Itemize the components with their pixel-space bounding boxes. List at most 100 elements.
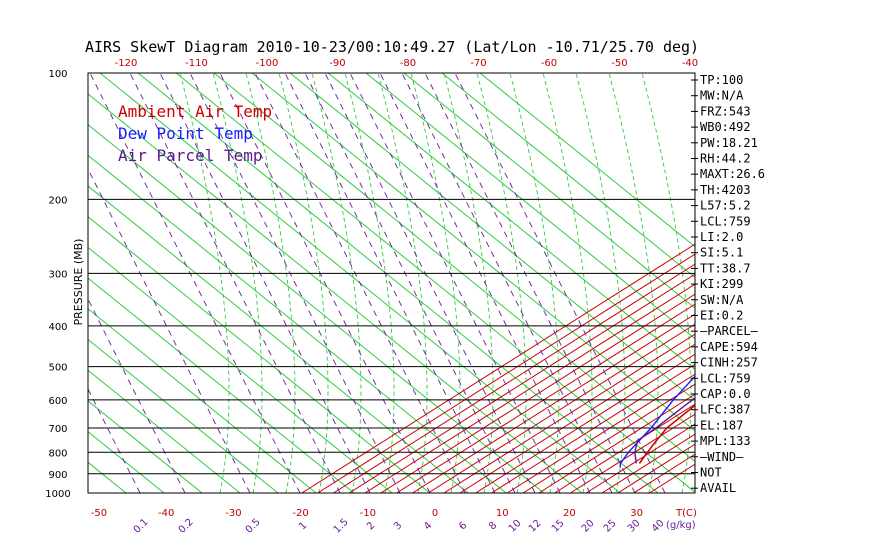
index-entry: TP:100 (700, 73, 743, 87)
moist-adiabat-line (344, 73, 395, 493)
bottom-temp-axis-label: T(C) (675, 508, 697, 519)
index-entry: CAP:0.0 (700, 387, 751, 401)
isotherm-line (475, 353, 695, 493)
mixing-ratio-line (254, 73, 466, 493)
mixing-ratio-line (129, 73, 341, 493)
cape-area (779, 199, 870, 325)
dry-adiabat-line (88, 124, 545, 493)
mixing-ratio-tick-label: 4 (422, 520, 434, 532)
moist-adiabat-line (443, 73, 494, 493)
index-entry: FRZ:543 (700, 104, 751, 118)
dry-adiabat-line (88, 277, 355, 493)
index-entry: EL:187 (700, 418, 743, 432)
top-temp-tick-label: -60 (541, 58, 557, 69)
top-temp-tick-label: -50 (611, 58, 627, 69)
index-entry: MW:N/A (700, 89, 744, 103)
dry-adiabat-line (251, 73, 695, 432)
index-entry: RH:44.2 (700, 152, 751, 166)
plot-frame (87, 72, 696, 494)
mixing-ratio-tick-label: 40 (650, 518, 667, 535)
mixing-ratio-tick-label: 2 (365, 520, 377, 532)
series-group (619, 199, 870, 468)
index-entry: TH:4203 (700, 183, 751, 197)
grid (0, 72, 696, 494)
legend-entry: Ambient Air Temp (118, 102, 272, 121)
y-axis-label: PRESSURE (MB) (72, 239, 85, 326)
top-temp-tick-label: -100 (256, 58, 279, 69)
index-entry: –WIND– (700, 450, 744, 464)
mixing-ratio-line (349, 73, 561, 493)
top-temp-tick-label: -80 (400, 58, 416, 69)
isotherm-line (396, 303, 695, 493)
chart-title: AIRS SkewT Diagram 2010-10-23/00:10:49.2… (85, 38, 699, 56)
index-entry: KI:299 (700, 277, 743, 291)
dry-adiabat-line (88, 308, 317, 493)
moist-adiabat-line (542, 73, 593, 493)
mixing-ratio-tick-label: 1 (297, 520, 309, 532)
mixing-ratio-axis-label: (g/kg) (666, 520, 696, 531)
mixing-ratio-line (424, 73, 636, 493)
mixing-ratio-tick-label: 30 (626, 518, 643, 535)
dry-adiabat-line (289, 73, 695, 401)
isotherm-line (522, 383, 695, 493)
index-entry: NOT (700, 466, 722, 480)
index-entry: SI:5.1 (700, 246, 743, 260)
legend-entry: Dew Point Temp (118, 124, 253, 143)
isotherm-line (538, 393, 695, 493)
dew-point-line (619, 375, 695, 468)
bottom-temp-tick-label: 10 (496, 508, 509, 519)
index-entry: CAPE:594 (700, 340, 758, 354)
dry-adiabat-line (88, 216, 431, 493)
dry-adiabat-line (213, 73, 695, 463)
mixing-ratio-line (284, 73, 496, 493)
index-entry: L57:5.2 (700, 199, 751, 213)
mixing-ratio-line (88, 167, 251, 493)
isotherm-line (649, 463, 695, 493)
moist-adiabat-line (212, 73, 263, 493)
top-temp-tick-label: -120 (115, 58, 138, 69)
bottom-temp-tick-label: -40 (158, 508, 174, 519)
index-entry: MAXT:26.6 (700, 167, 765, 181)
mixing-ratio-tick-label: 3 (392, 520, 404, 532)
moist-adiabat-line (377, 73, 428, 493)
mixing-ratio-tick-label: 12 (527, 518, 544, 535)
mixing-ratio-tick-label: 20 (580, 518, 597, 535)
mixing-ratio-line (379, 73, 591, 493)
mixing-ratio-line (401, 73, 613, 493)
dry-adiabat-line (88, 400, 203, 493)
pressure-tick-label: 300 (48, 269, 67, 280)
parcel-line (634, 396, 695, 464)
mixing-ratio-tick-label: 25 (602, 518, 619, 535)
legend: Ambient Air Temp Dew Point Temp Air Parcel… (118, 102, 272, 165)
index-entry: WB0:492 (700, 120, 751, 134)
index-entry: –PARCEL– (700, 324, 759, 338)
moist-adiabat-line (245, 73, 296, 493)
dry-adiabat-line (479, 73, 695, 248)
mixing-ratio-tick-label: 0.5 (244, 517, 263, 536)
pressure-tick-label: 400 (48, 322, 67, 333)
top-temp-tick-label: -70 (470, 58, 486, 69)
dry-adiabat-line (0, 73, 12, 493)
moist-adiabat-line (278, 73, 329, 493)
isotherm-line (301, 243, 695, 493)
isotherm-line (554, 403, 695, 493)
bottom-temp-tick-label: -50 (91, 508, 107, 519)
pressure-tick-label: 100 (48, 69, 67, 80)
mixing-ratio-line (189, 73, 401, 493)
dry-adiabat-line (327, 73, 695, 371)
isotherm-line (380, 293, 695, 493)
index-entry: LI:2.0 (700, 230, 743, 244)
mixing-ratio-line (89, 73, 301, 493)
moist-adiabat-line (179, 73, 230, 493)
mixing-ratio-line (88, 387, 141, 493)
mixing-ratio-tick-label: 6 (457, 520, 469, 532)
mixing-ratio-line (304, 73, 516, 493)
moist-adiabat-line (311, 73, 362, 493)
index-entry: PW:18.21 (700, 136, 758, 150)
isotherm-line (506, 373, 695, 493)
top-temp-tick-label: -40 (682, 58, 698, 69)
bottom-temp-tick-label: -10 (360, 508, 376, 519)
isotherm-line (570, 413, 695, 493)
moist-adiabat-line (509, 73, 560, 493)
index-entry: LFC:387 (700, 403, 751, 417)
